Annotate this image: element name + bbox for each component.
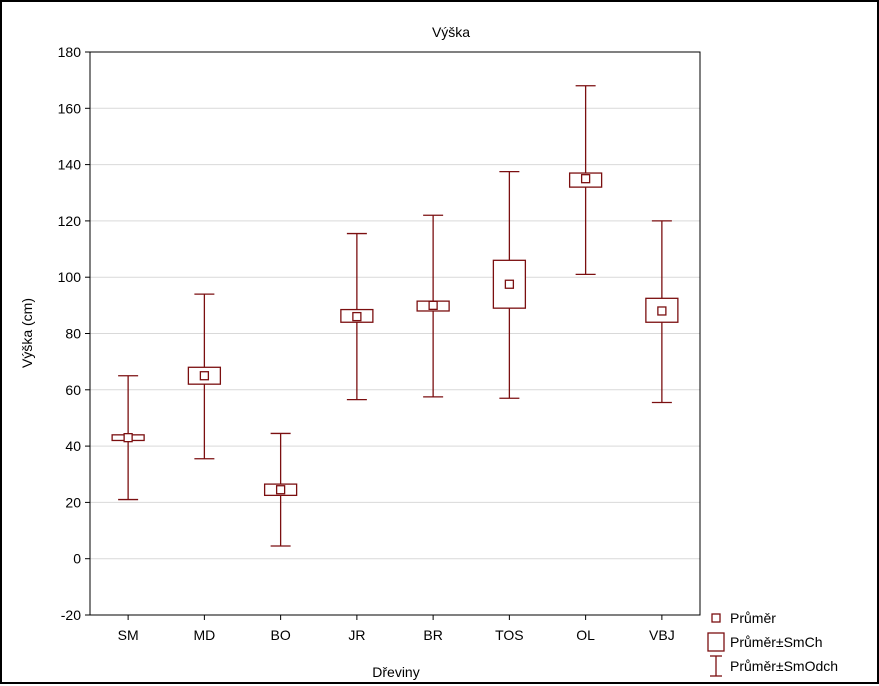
category-group-jr bbox=[340, 232, 374, 401]
legend-item-mean: Průměr bbox=[711, 610, 776, 626]
legend-label: Průměr±SmCh bbox=[730, 634, 822, 650]
legend-box-icon bbox=[707, 632, 725, 652]
category-group-br bbox=[416, 214, 450, 398]
y-tick-label: 60 bbox=[65, 382, 81, 398]
y-tick-label: 0 bbox=[73, 551, 81, 567]
x-tick-label: OL bbox=[576, 627, 595, 643]
y-tick-label: 180 bbox=[58, 44, 82, 60]
x-tick-label: MD bbox=[193, 627, 215, 643]
legend-item-box: Průměr±SmCh bbox=[707, 632, 822, 652]
mean-marker bbox=[275, 485, 286, 495]
y-tick-label: -20 bbox=[61, 607, 81, 623]
chart-title: Výška bbox=[432, 24, 470, 40]
legend-label: Průměr bbox=[730, 610, 776, 626]
x-axis-title: Dřeviny bbox=[372, 664, 419, 680]
mean-marker bbox=[352, 311, 362, 322]
mean-marker bbox=[504, 279, 515, 289]
y-tick-label: 100 bbox=[58, 269, 82, 285]
y-tick-label: 120 bbox=[58, 213, 82, 229]
se-box bbox=[492, 259, 527, 309]
grid-lines bbox=[90, 107, 700, 560]
x-tick-label: SM bbox=[118, 627, 139, 643]
x-tick-label: BR bbox=[423, 627, 442, 643]
mean-marker bbox=[428, 300, 438, 311]
category-group-sm bbox=[111, 375, 145, 501]
y-tick-label: 40 bbox=[65, 438, 81, 454]
y-tick-label: 20 bbox=[65, 494, 81, 510]
chart-marks bbox=[111, 85, 679, 547]
category-group-ol bbox=[568, 85, 603, 276]
legend: Průměr Průměr±SmCh Průměr±SmOdch bbox=[707, 610, 838, 677]
mean-marker bbox=[580, 174, 591, 184]
x-tick-label: BO bbox=[271, 627, 291, 643]
mean-marker bbox=[657, 306, 667, 316]
category-group-tos bbox=[492, 170, 527, 399]
x-tick-label: VBJ bbox=[649, 627, 675, 643]
y-tick-label: 80 bbox=[65, 326, 81, 342]
category-group-md bbox=[187, 293, 222, 460]
y-axis-ticks: -20 0 20 40 60 80 100 120 140 160 180 bbox=[58, 44, 90, 623]
legend-mean-icon bbox=[711, 613, 721, 623]
legend-label: Průměr±SmOdch bbox=[730, 658, 838, 674]
x-axis-ticks: SM MD BO JR BR TOS OL VBJ bbox=[118, 615, 675, 643]
x-tick-label: TOS bbox=[495, 627, 524, 643]
legend-item-whisker: Průměr±SmOdch bbox=[710, 655, 838, 677]
y-axis-title: Výška (cm) bbox=[19, 298, 35, 368]
x-tick-label: JR bbox=[348, 627, 365, 643]
mean-marker bbox=[123, 433, 133, 443]
category-group-bo bbox=[263, 432, 298, 547]
category-group-vbj bbox=[645, 220, 679, 404]
y-tick-label: 140 bbox=[58, 157, 82, 173]
mean-marker bbox=[199, 371, 210, 381]
y-tick-label: 160 bbox=[58, 100, 82, 116]
